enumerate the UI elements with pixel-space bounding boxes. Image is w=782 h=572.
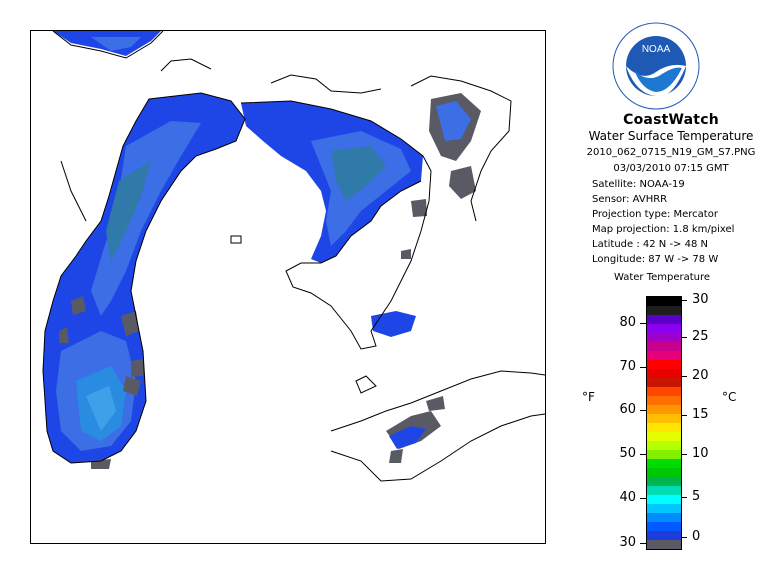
celsius-unit-label: °C [722,390,737,404]
color-swatch [647,459,681,468]
celsius-tick: 5 [692,489,701,504]
temperature-color-scale [646,296,682,550]
fahrenheit-tick-mark [640,454,646,455]
color-swatch [647,432,681,441]
celsius-tick-mark [681,300,687,301]
color-swatch [647,486,681,495]
color-swatch [647,387,681,396]
color-swatch [647,369,681,378]
map-panel[interactable] [30,30,546,544]
celsius-tick-mark [681,497,687,498]
celsius-tick: 30 [692,292,709,307]
noaa-seal-icon: NOAA [612,22,700,110]
color-swatch [647,324,681,333]
celsius-tick-mark [681,415,687,416]
logo-text: NOAA [642,44,671,55]
fahrenheit-tick: 60 [619,402,636,417]
page-title: CoastWatch [623,112,719,128]
color-swatch [647,495,681,504]
image-filename: 2010_062_0715_N19_GM_S7.PNG [586,147,756,158]
longitude-label: Longitude: 87 W -> 78 W [592,254,719,265]
color-swatch [647,477,681,486]
color-swatch [647,423,681,432]
color-swatch [647,414,681,423]
acquisition-datetime: 03/03/2010 07:15 GMT [613,163,729,174]
great-lakes-map [42,31,545,482]
satellite-label: Satellite: NOAA-19 [592,179,685,190]
color-swatch [647,522,681,531]
fahrenheit-tick-mark [640,367,646,368]
color-swatch [647,396,681,405]
noaa-logo: NOAA [612,22,700,110]
celsius-tick-mark [681,337,687,338]
color-swatch [647,315,681,324]
celsius-tick: 25 [692,329,709,344]
fahrenheit-tick: 50 [619,446,636,461]
color-swatch [647,360,681,369]
color-swatch [647,441,681,450]
color-swatch [647,378,681,387]
celsius-tick-mark [681,537,687,538]
fahrenheit-tick-mark [640,498,646,499]
fahrenheit-tick: 30 [619,535,636,550]
latitude-label: Latitude : 42 N -> 48 N [592,239,708,250]
fahrenheit-tick: 40 [619,490,636,505]
fahrenheit-tick: 70 [619,359,636,374]
color-swatch [647,513,681,522]
color-swatch [647,540,681,549]
color-swatch [647,342,681,351]
celsius-tick: 20 [692,368,709,383]
color-swatch [647,306,681,315]
fahrenheit-tick: 80 [619,315,636,330]
celsius-tick: 0 [692,529,701,544]
celsius-tick: 15 [692,407,709,422]
fahrenheit-tick-mark [640,410,646,411]
sensor-label: Sensor: AVHRR [592,194,668,205]
color-swatch [647,297,681,306]
fahrenheit-tick-mark [640,543,646,544]
fahrenheit-unit-label: °F [582,390,595,404]
celsius-tick-mark [681,454,687,455]
color-swatch [647,504,681,513]
legend-title: Water Temperature [613,272,711,283]
color-swatch [647,405,681,414]
color-swatch [647,531,681,540]
color-swatch [647,351,681,360]
projection-type-label: Projection type: Mercator [592,209,718,220]
color-swatch [647,333,681,342]
page-subtitle: Water Surface Temperature [588,129,754,143]
celsius-tick: 10 [692,446,709,461]
fahrenheit-tick-mark [640,323,646,324]
map-projection-label: Map projection: 1.8 km/pixel [592,224,735,235]
celsius-tick-mark [681,376,687,377]
color-swatch [647,468,681,477]
color-swatch [647,450,681,459]
